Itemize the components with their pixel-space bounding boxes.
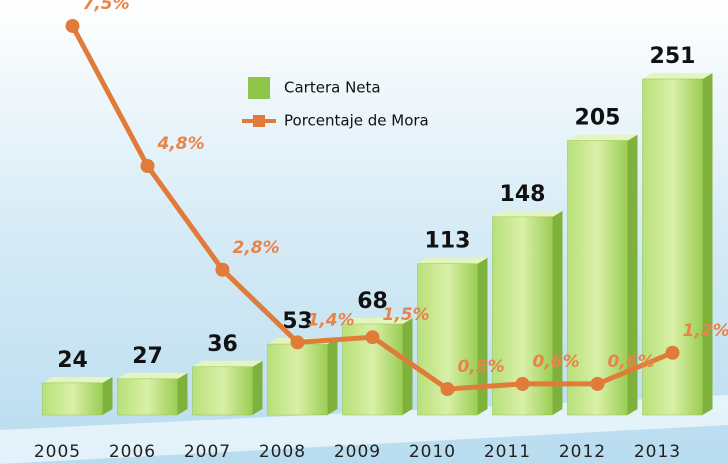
x-tick-label: 2008 xyxy=(259,442,306,462)
bar-side xyxy=(178,373,188,415)
chart: 2005 2006 2007 2008 2009 2010 2011 2012 2013 24 27… xyxy=(0,0,728,464)
x-tick-label: 2010 xyxy=(409,442,456,462)
bar-side xyxy=(103,377,113,415)
bar-value-label: 148 xyxy=(500,182,546,207)
bar xyxy=(43,383,103,415)
line-point xyxy=(141,159,155,173)
bar-side xyxy=(478,258,488,415)
line-value-label: 0,6% xyxy=(608,352,655,372)
line-value-label: 1,2% xyxy=(683,321,728,341)
bar-value-label: 36 xyxy=(207,332,238,357)
line-point xyxy=(591,377,605,391)
bar-top xyxy=(193,361,263,367)
bar-value-label: 113 xyxy=(425,229,471,254)
line-point xyxy=(516,377,530,391)
bar xyxy=(118,379,178,415)
line-value-label: 4,8% xyxy=(157,134,205,154)
bar-top xyxy=(493,211,563,217)
legend-swatch xyxy=(248,77,270,99)
bar-top xyxy=(118,373,188,379)
line-point xyxy=(441,382,455,396)
bar-value-label: 205 xyxy=(575,106,621,131)
line-value-label: 2,8% xyxy=(233,238,280,258)
bar-top xyxy=(568,135,638,141)
legend-label: Porcentaje de Mora xyxy=(284,112,429,130)
x-tick-label: 2005 xyxy=(34,442,81,462)
bar-side xyxy=(328,338,338,415)
bar-top xyxy=(418,258,488,264)
legend-swatch xyxy=(253,115,265,127)
bar-value-label: 251 xyxy=(650,44,696,69)
bar-value-label: 27 xyxy=(132,344,163,369)
line-value-label: 7,5% xyxy=(83,0,130,14)
line-point xyxy=(366,330,380,344)
x-tick-label: 2013 xyxy=(634,442,681,462)
x-tick-label: 2007 xyxy=(184,442,231,462)
bar-value-label: 24 xyxy=(57,348,88,373)
legend-label: Cartera Neta xyxy=(284,79,381,97)
x-tick-label: 2006 xyxy=(109,442,156,462)
line-point xyxy=(291,335,305,349)
bar-top xyxy=(643,73,713,79)
line-point xyxy=(66,19,80,33)
bar-top xyxy=(43,377,113,383)
x-tick-label: 2012 xyxy=(559,442,606,462)
line-value-label: 1,5% xyxy=(383,305,430,325)
bar xyxy=(193,367,253,415)
bar xyxy=(268,344,328,415)
line-point xyxy=(216,263,230,277)
bar-side xyxy=(253,361,263,415)
bar-side xyxy=(703,73,713,415)
line-value-label: 0,6% xyxy=(533,352,580,372)
line-point xyxy=(666,346,680,360)
x-tick-label: 2011 xyxy=(484,442,531,462)
line-value-label: 0,5% xyxy=(458,357,505,377)
line-value-label: 1,4% xyxy=(308,310,355,330)
x-tick-label: 2009 xyxy=(334,442,381,462)
